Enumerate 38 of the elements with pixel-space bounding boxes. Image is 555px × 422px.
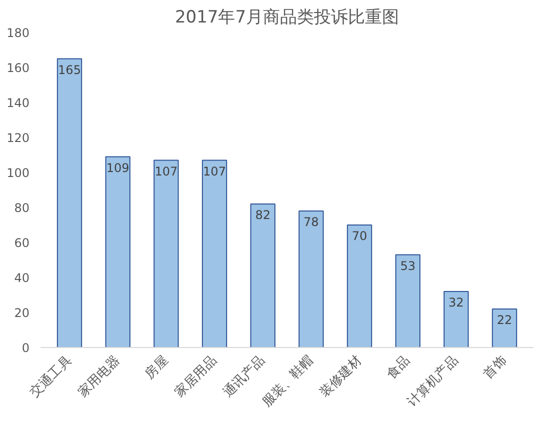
bar — [395, 254, 420, 348]
data-label: 53 — [400, 258, 416, 273]
y-tick-label: 0 — [22, 341, 30, 355]
y-tick-label: 140 — [6, 96, 30, 110]
chart-title: 2017年7月商品类投诉比重图 — [174, 8, 400, 28]
bar — [56, 58, 82, 348]
x-tick-label: 食品 — [384, 353, 414, 382]
data-label: 165 — [58, 62, 81, 77]
bar — [105, 156, 130, 348]
x-tick-label: 房屋 — [142, 352, 172, 382]
data-label: 82 — [255, 208, 270, 222]
bar — [298, 210, 324, 348]
x-tick-label: 装修建材 — [317, 353, 365, 401]
y-tick-label: 40 — [14, 271, 30, 285]
data-label: 109 — [106, 160, 130, 175]
data-label: 78 — [304, 215, 319, 229]
y-tick-label: 120 — [6, 131, 30, 145]
bar — [154, 160, 179, 348]
y-tick-label: 80 — [14, 201, 30, 215]
y-tick-label: 180 — [6, 26, 30, 40]
bar — [250, 204, 276, 348]
data-label: 32 — [448, 296, 464, 310]
data-label: 107 — [154, 164, 178, 178]
y-tick-label: 20 — [14, 306, 30, 320]
x-tick-label: 家居用品 — [172, 352, 220, 401]
data-label: 107 — [203, 164, 226, 178]
x-tick-label: 家用电器 — [75, 352, 124, 401]
bar — [346, 224, 372, 348]
y-tick-label: 60 — [14, 236, 30, 250]
y-tick-label: 160 — [6, 61, 30, 75]
y-tick-label: 100 — [6, 166, 30, 180]
data-label: 70 — [352, 229, 368, 243]
x-tick-label: 交通工具 — [26, 352, 75, 401]
x-tick-label: 首饰 — [480, 353, 510, 382]
bar — [444, 291, 469, 348]
bar — [492, 308, 518, 348]
bar — [202, 160, 228, 348]
data-label: 22 — [496, 313, 512, 327]
